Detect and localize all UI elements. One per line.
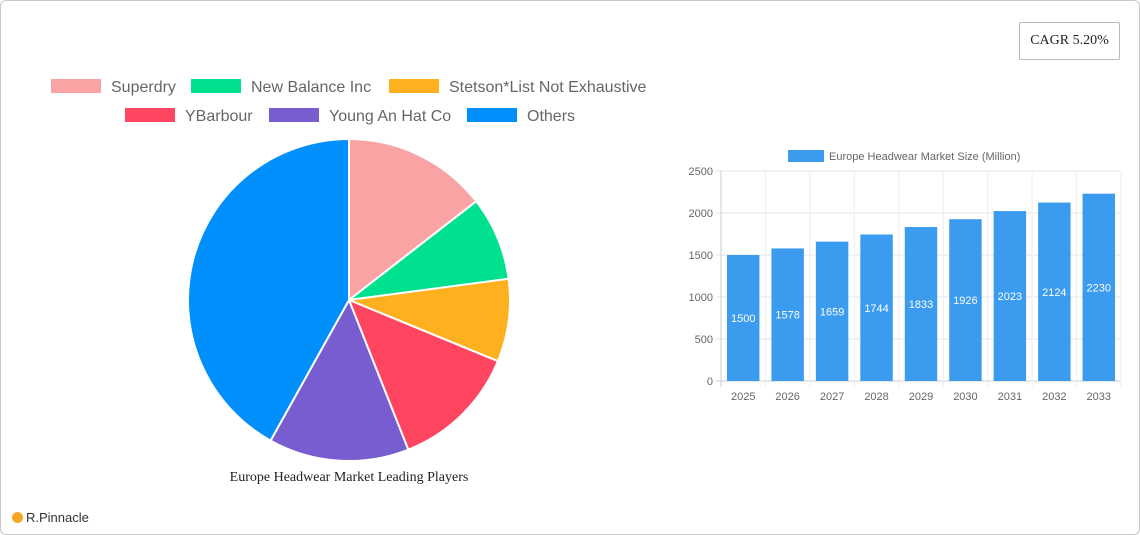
bar-2033 bbox=[1082, 193, 1115, 381]
logo: R.Pinnacle bbox=[12, 510, 89, 525]
y-tick-label: 1500 bbox=[689, 250, 713, 262]
bar-2027 bbox=[815, 241, 849, 381]
y-tick-label: 2000 bbox=[689, 208, 713, 220]
legend-swatch bbox=[191, 79, 241, 93]
x-tick-label: 2032 bbox=[1042, 391, 1066, 403]
pie-slice-superdry bbox=[348, 137, 478, 303]
legend-swatch bbox=[51, 79, 101, 93]
data-label: 1926 bbox=[953, 295, 977, 307]
legend-swatch bbox=[125, 108, 175, 122]
bar-2031 bbox=[993, 211, 1027, 381]
logo-text: R.Pinnacle bbox=[26, 510, 89, 525]
y-tick-label: 0 bbox=[707, 376, 713, 388]
cagr-badge: CAGR 5.20% bbox=[1019, 22, 1120, 60]
pie-slice-new-balance-inc bbox=[345, 199, 510, 302]
legend-label: New Balance Inc bbox=[251, 79, 371, 96]
pie-slice-ybarbour bbox=[347, 298, 500, 451]
y-tick-label: 500 bbox=[695, 334, 713, 346]
x-tick-label: 2028 bbox=[864, 391, 888, 403]
y-tick-label: 2500 bbox=[689, 166, 713, 178]
legend-label: Others bbox=[527, 108, 575, 125]
legend-swatch bbox=[269, 108, 319, 122]
data-label: 1500 bbox=[731, 313, 755, 325]
x-tick-label: 2031 bbox=[998, 391, 1022, 403]
bar-2026 bbox=[771, 248, 804, 381]
y-tick-label: 1000 bbox=[689, 292, 713, 304]
pie-chart: Superdry New Balance Inc Stetson*List Not … bbox=[51, 79, 647, 485]
pie-slice-others bbox=[187, 137, 350, 442]
legend-label: Europe Headwear Market Size (Million) bbox=[829, 151, 1020, 163]
legend-label: YBarbour bbox=[185, 108, 253, 125]
legend-swatch bbox=[788, 150, 824, 162]
data-label: 1833 bbox=[909, 299, 933, 311]
data-label: 1744 bbox=[864, 303, 888, 315]
bar-2028 bbox=[860, 234, 893, 381]
x-tick-label: 2030 bbox=[953, 391, 977, 403]
data-label: 2230 bbox=[1087, 282, 1111, 294]
pie-title: Europe Headwear Market Leading Players bbox=[230, 470, 469, 485]
legend-label: Young An Hat Co bbox=[329, 108, 451, 125]
x-tick-label: 2026 bbox=[775, 391, 799, 403]
x-tick-label: 2029 bbox=[909, 391, 933, 403]
bar-2032 bbox=[1038, 202, 1071, 381]
x-tick-label: 2027 bbox=[820, 391, 844, 403]
data-label: 2023 bbox=[998, 291, 1022, 303]
logo-icon bbox=[12, 512, 23, 523]
data-label: 1659 bbox=[820, 306, 844, 318]
x-tick-label: 2033 bbox=[1087, 391, 1111, 403]
bar-2025 bbox=[727, 255, 760, 381]
legend-swatch bbox=[389, 79, 439, 93]
legend-label: Stetson*List Not Exhaustive bbox=[449, 79, 647, 96]
bar-chart: Europe Headwear Market Size (Million) 0 50… bbox=[689, 150, 1122, 403]
data-label: 1578 bbox=[775, 310, 799, 322]
bar-2029 bbox=[904, 227, 938, 381]
pie-slice-young-an-hat-co bbox=[269, 297, 410, 462]
legend-swatch bbox=[467, 108, 517, 122]
data-label: 2124 bbox=[1042, 287, 1066, 299]
legend-label: Superdry bbox=[111, 79, 176, 96]
bar-2030 bbox=[949, 219, 982, 381]
x-tick-label: 2025 bbox=[731, 391, 755, 403]
